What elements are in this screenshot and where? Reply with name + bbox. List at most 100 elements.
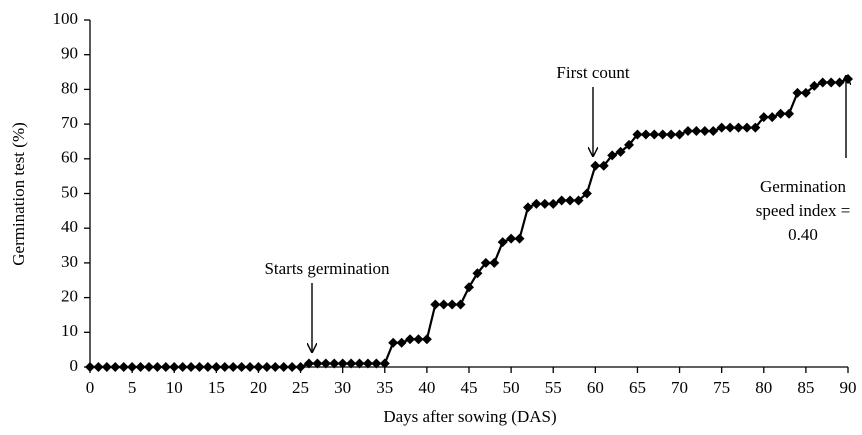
data-point [211,362,222,372]
data-point [430,299,441,310]
data-point [337,358,348,369]
x-tick-label: 10 [166,378,183,397]
x-tick-label: 90 [840,378,857,397]
y-axis-title: Germination test (%) [9,122,28,266]
data-point [405,334,416,345]
data-point [682,126,693,137]
data-point [421,334,432,345]
x-tick-label: 70 [671,378,688,397]
y-tick-label: 50 [61,182,78,201]
y-tick-label: 40 [61,217,78,236]
data-point [118,362,129,372]
data-point [219,362,230,372]
data-point [396,337,407,348]
data-point [320,358,331,369]
data-point [539,198,550,209]
data-point [657,129,668,140]
data-point [127,362,138,372]
x-tick-label: 65 [629,378,646,397]
data-point [699,126,710,137]
data-point [472,268,483,279]
x-tick-label: 45 [461,378,478,397]
data-point [346,358,357,369]
x-tick-label: 25 [292,378,309,397]
data-point [194,362,205,372]
data-point [160,362,171,372]
data-point [135,362,146,372]
data-point [565,195,576,206]
data-point [329,358,340,369]
y-tick-label: 90 [61,44,78,63]
data-point [590,160,601,171]
data-point [531,198,542,209]
annotation: 0.40 [788,225,818,244]
data-point [152,362,163,372]
data-point [640,129,651,140]
y-tick-label: 30 [61,252,78,271]
x-tick-label: 30 [334,378,351,397]
y-tick-label: 80 [61,78,78,97]
data-point [792,87,803,98]
data-point [522,202,533,213]
data-point [514,233,525,244]
data-point [708,126,719,137]
data-point [750,122,761,133]
data-point [666,129,677,140]
data-point [758,112,769,123]
y-tick-label: 10 [61,321,78,340]
data-point [93,362,104,372]
data-point [624,139,635,150]
data-point [278,362,289,372]
data-point [379,358,390,369]
data-point [169,362,180,372]
data-point [598,160,609,171]
data-point [85,362,95,372]
x-tick-label: 50 [503,378,520,397]
data-point [817,77,828,88]
data-point [228,362,239,372]
annotation: Germination [760,177,846,196]
data-point [800,87,811,98]
data-point [741,122,752,133]
data-point [362,358,373,369]
data-point [202,362,213,372]
data-point [489,257,500,268]
data-line [90,77,849,369]
x-tick-label: 15 [208,378,225,397]
data-point [261,362,272,372]
data-point [674,129,685,140]
data-point [253,362,264,372]
data-point [809,80,820,91]
x-tick-label: 5 [128,378,137,397]
data-point [784,108,795,119]
data-point [236,362,247,372]
data-point [581,188,592,199]
x-tick-label: 35 [376,378,393,397]
data-point [548,198,559,209]
data-point [691,126,702,137]
annotation: Starts germination [264,259,390,278]
data-point [775,108,786,119]
data-point [455,299,466,310]
data-point [607,150,618,161]
data-point [413,334,424,345]
data-point [110,362,121,372]
y-tick-label: 70 [61,113,78,132]
data-point [615,146,626,157]
data-point [312,358,323,369]
data-point [447,299,458,310]
x-tick-label: 40 [418,378,435,397]
data-point [371,358,382,369]
x-tick-label: 80 [755,378,772,397]
y-tick-label: 0 [70,356,79,375]
x-axis-title: Days after sowing (DAS) [383,407,556,426]
y-tick-label: 100 [53,9,79,28]
data-point [101,362,112,372]
data-point [186,362,197,372]
data-point [354,358,365,369]
x-tick-label: 85 [797,378,814,397]
data-point [632,129,643,140]
data-point [497,237,508,248]
